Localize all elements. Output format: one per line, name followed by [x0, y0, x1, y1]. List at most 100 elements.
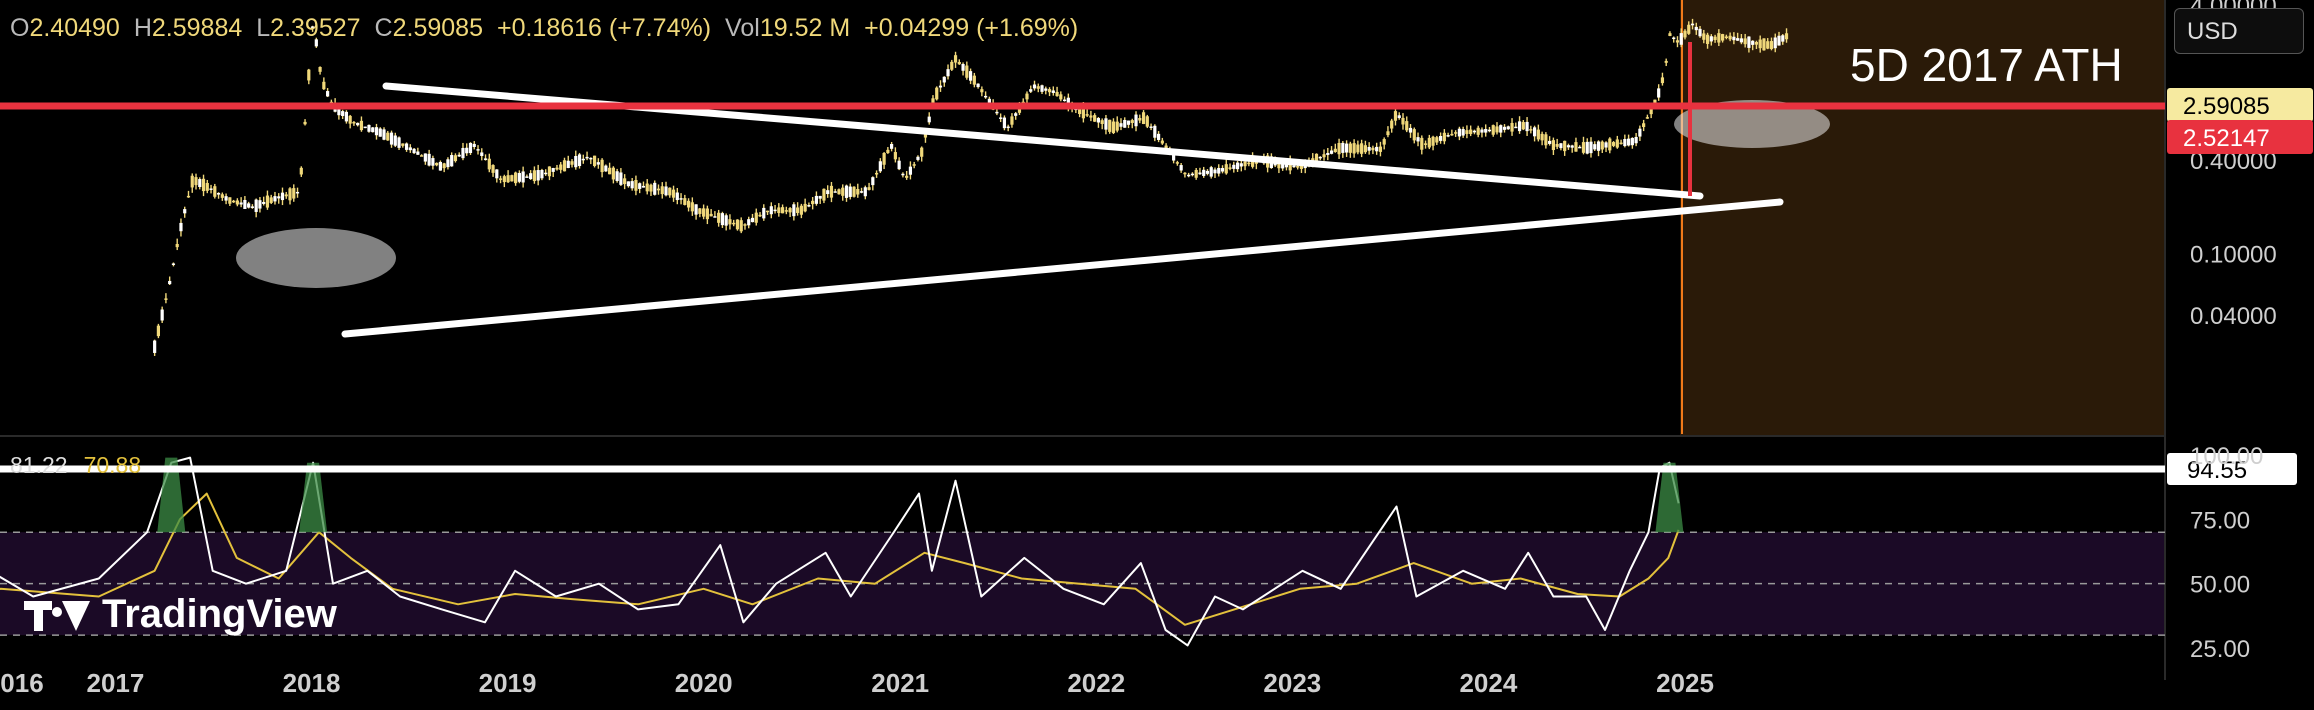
candle-body	[453, 155, 458, 162]
candle-body	[1675, 40, 1680, 43]
candle-body	[1149, 126, 1153, 128]
candle-body	[1187, 174, 1191, 177]
candle-body	[1408, 127, 1413, 133]
candle-body	[205, 182, 209, 191]
candle-body	[698, 208, 702, 214]
candle-body	[318, 66, 322, 72]
candle-body	[1574, 142, 1578, 152]
candle-body	[1123, 119, 1127, 128]
candle-body	[570, 161, 574, 165]
candle-body	[1232, 164, 1236, 169]
candle-body	[1702, 33, 1706, 40]
candle-body	[1175, 162, 1179, 164]
candle-body	[1085, 114, 1089, 116]
current-price-tag	[2167, 88, 2313, 122]
candle-body	[1683, 30, 1687, 38]
candle-body	[1619, 142, 1623, 145]
candle-body	[525, 176, 529, 178]
candle-body	[976, 83, 980, 88]
candle-body	[1450, 133, 1454, 136]
candle-body	[1348, 143, 1352, 153]
candle-body	[389, 132, 394, 145]
rsi-overbought-fill	[299, 462, 328, 533]
candle-body	[1709, 36, 1713, 42]
candle-body	[517, 173, 521, 182]
candle-body	[867, 187, 871, 190]
candle-body	[209, 188, 213, 190]
candle-body	[589, 157, 593, 160]
candle-body	[897, 160, 901, 170]
candle-body	[420, 155, 424, 157]
candle-body	[1160, 140, 1164, 144]
candle-body	[1472, 130, 1477, 133]
open-value: 2.40490	[29, 14, 120, 42]
candle-body	[1679, 33, 1683, 45]
candle-body	[664, 186, 668, 196]
candle-body	[1611, 142, 1616, 146]
candle-body	[1416, 137, 1420, 142]
candle-body	[153, 340, 157, 353]
candle-body	[705, 208, 709, 220]
candle-body	[577, 154, 582, 167]
candle-body	[1758, 39, 1762, 49]
candle-body	[344, 111, 349, 122]
candle-body	[1292, 165, 1296, 168]
candle-body	[1093, 115, 1097, 122]
candle-body	[303, 121, 307, 125]
candle-body	[807, 205, 811, 207]
candle-body	[702, 208, 706, 217]
candle-body	[1717, 33, 1721, 43]
rsi-line-tag-label: 94.55	[2187, 457, 2247, 484]
candle-body	[547, 166, 552, 177]
candle-body	[1205, 170, 1210, 174]
candle-body	[164, 298, 168, 300]
candle-body	[724, 215, 728, 226]
rsi-axis-label: 75.00	[2190, 507, 2250, 534]
candle-body	[938, 85, 943, 88]
candle-body	[668, 187, 672, 196]
currency-selector[interactable]: USD	[2174, 8, 2304, 54]
candle-body	[1371, 147, 1375, 151]
candle-body	[848, 186, 852, 197]
candle-body	[965, 65, 969, 78]
candle-body	[1002, 117, 1007, 129]
candle-body	[1040, 85, 1044, 92]
candle-body	[1378, 146, 1383, 152]
chart-annotation: 5D 2017 ATH	[1850, 39, 2123, 91]
candle-body	[683, 198, 687, 205]
candle-body	[799, 205, 803, 215]
candle-body	[984, 95, 988, 98]
candle-body	[273, 196, 277, 202]
candle-body	[713, 216, 717, 218]
candle-body	[446, 159, 450, 168]
candle-body	[656, 188, 661, 191]
candle-body	[1600, 141, 1604, 150]
candle-body	[833, 191, 837, 193]
candle-body	[1299, 163, 1304, 170]
candle-body	[1431, 136, 1435, 146]
candle-body	[498, 178, 503, 180]
candle-body	[235, 200, 239, 205]
candle-body	[156, 325, 161, 337]
candle-body	[1213, 169, 1217, 174]
candle-body	[1141, 112, 1146, 124]
high-value: 2.59884	[151, 14, 243, 42]
candle-body	[314, 39, 318, 47]
candle-body	[168, 280, 172, 285]
candle-body	[762, 207, 766, 219]
candle-body	[1318, 156, 1322, 159]
time-axis-label: 2022	[1067, 668, 1125, 698]
rsi-axis-label: 50.00	[2190, 572, 2250, 599]
candle-body	[1608, 138, 1612, 151]
candle-body	[679, 198, 683, 200]
candle-body	[280, 192, 285, 201]
candle-body	[811, 200, 815, 205]
candle-body	[1243, 161, 1247, 167]
candle-body	[645, 183, 649, 192]
candle-body	[1781, 35, 1785, 42]
candle-body	[1036, 86, 1040, 89]
candle-body	[183, 209, 187, 214]
candle-body	[961, 64, 965, 71]
candle-body	[1657, 88, 1661, 98]
resistance-label: 2.52147	[2183, 125, 2270, 152]
